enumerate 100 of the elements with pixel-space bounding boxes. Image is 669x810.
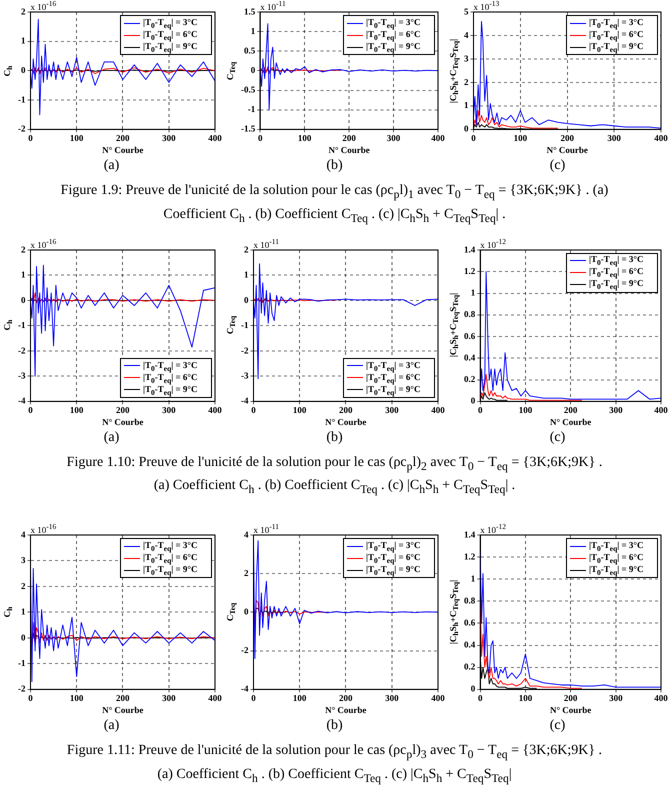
x-axis-title: N° Courbe xyxy=(550,705,592,716)
x-tick-label: 400 xyxy=(431,404,446,415)
y-tick-label: 0.4 xyxy=(464,352,476,362)
y-tick-label: 0 xyxy=(244,606,249,617)
legend-label: |T$_{0}$-T$_{eq}$| = 6°C xyxy=(366,28,420,42)
text: (b) xyxy=(325,718,344,734)
x-tick-label: 300 xyxy=(386,133,401,144)
x-tick-label: 200 xyxy=(116,133,130,144)
x-tick-label: 0 xyxy=(28,404,34,415)
y-tick-label: 0.6 xyxy=(464,330,476,340)
legend-label: |T$_{0}$-T$_{eq}$| = 3°C xyxy=(143,16,198,30)
y-tick-label: 1.5 xyxy=(244,6,256,16)
x-tick-label: 400 xyxy=(654,133,668,144)
text: (c) xyxy=(548,718,566,734)
legend-label: |T$_{0}$-T$_{eq}$| = 9°C xyxy=(143,384,198,396)
annotation: x 10$^{-11}$ xyxy=(260,0,286,12)
text: (a) Coefficient C$_{h}$ . (b) Coefficient C$_{Teq}$ . (c) |C$_{h}$S$_{h}$ + C$_{Teq}$S$_{Teq}$| . xyxy=(154,478,516,496)
y-tick-label: 3 xyxy=(464,53,469,64)
legend-label: |T$_{0}$-T$_{eq}$| = 9°C xyxy=(143,564,198,577)
y-tick-label: -3 xyxy=(240,370,249,380)
text: (c) xyxy=(548,158,566,174)
x-tick-label: 200 xyxy=(339,693,353,704)
x-tick-label: 100 xyxy=(518,693,533,704)
y-tick-label: 1.2 xyxy=(464,552,476,562)
y-tick-label: 0.4 xyxy=(464,640,476,650)
x-tick-label: 200 xyxy=(564,693,578,704)
text: x 10$^{-12}$ xyxy=(480,236,506,250)
y-tick-label: -2 xyxy=(18,344,26,355)
y-tick-label: 0.2 xyxy=(464,374,476,384)
x-tick-label: 0 xyxy=(28,133,34,144)
x-tick-label: 300 xyxy=(162,133,176,144)
x-tick-label: 100 xyxy=(70,404,84,415)
y-tick-label: -2 xyxy=(240,344,249,355)
legend-label: |T$_{0}$-T$_{eq}$| = 3°C xyxy=(589,16,644,30)
y-tick-label: -1 xyxy=(248,104,256,114)
annotation: x 10$^{-16}$ xyxy=(30,236,56,250)
x-tick-label: 200 xyxy=(116,404,130,415)
y-tick-label: 4 xyxy=(464,30,469,40)
x-tick-label: 0 xyxy=(478,404,483,415)
x-axis-title: N° Courbe xyxy=(546,144,588,155)
annotation: x 10$^{-16}$ xyxy=(30,0,56,12)
text: Figure 1.10: Preuve de l'unicité de la solution pour le cas (ρc$_{p}$l)$_{2}$ avec T$_{0}$ − T$_{eq}$ = {3K;6K;9K} . xyxy=(66,454,602,472)
y-tick-label: 4 xyxy=(20,530,26,540)
y-tick-label: 2 xyxy=(20,244,26,254)
y-tick-label: 2 xyxy=(20,6,26,16)
y-tick-label: 2 xyxy=(244,568,249,578)
y-tick-label: 0 xyxy=(244,294,249,304)
y-tick-label: 2 xyxy=(244,244,249,254)
x-tick-label: 300 xyxy=(385,404,400,415)
legend-label: |T$_{0}$-T$_{eq}$| = 9°C xyxy=(143,40,198,54)
x-tick-label: 300 xyxy=(609,404,624,415)
y-tick-label: -2 xyxy=(18,124,26,134)
x-tick-label: 0 xyxy=(258,133,263,144)
x-tick-label: 0 xyxy=(478,693,483,704)
annotation: x 10$^{-13}$ xyxy=(474,0,500,12)
text: (a) xyxy=(102,430,120,446)
y-tick-label: 4 xyxy=(244,530,249,540)
x-tick-label: 100 xyxy=(292,693,307,704)
y-tick-label: 1 xyxy=(244,269,249,280)
y-tick-label: -3 xyxy=(18,370,26,380)
x-tick-label: 400 xyxy=(431,693,446,704)
legend-label: |T$_{0}$-T$_{eq}$| = 6°C xyxy=(589,266,644,279)
x-axis-title: N° Courbe xyxy=(102,705,144,716)
annotation: x 10$^{-12}$ xyxy=(480,522,506,536)
y-tick-label: -4 xyxy=(240,395,249,406)
y-tick-label: 1 xyxy=(20,269,26,280)
legend-label: |T$_{0}$-T$_{eq}$| = 6°C xyxy=(143,28,198,42)
legend-label: |T$_{0}$-T$_{eq}$| = 9°C xyxy=(589,40,644,54)
y-tick-label: 0 xyxy=(470,395,476,406)
x-tick-label: 100 xyxy=(518,404,533,415)
y-tick-label: 1.4 xyxy=(464,244,476,254)
y-tick-label: 0 xyxy=(470,684,476,694)
x-tick-label: 200 xyxy=(339,404,353,415)
text: Coefficient C$_{h}$ . (b) Coefficient C$_{Teq}$ . (c) |C$_{h}$S$_{h}$ + C$_{Teq}$S$_{Teq}$| . xyxy=(163,206,506,225)
x-tick-label: 400 xyxy=(654,404,668,415)
y-tick-label: 1 xyxy=(20,606,26,617)
x-tick-label: 400 xyxy=(431,133,446,144)
annotation: x 10$^{-16}$ xyxy=(30,522,56,536)
legend-label: |T$_{0}$-T$_{eq}$| = 9°C xyxy=(366,564,420,577)
legend-label: |T$_{0}$-T$_{eq}$| = 3°C xyxy=(589,254,644,267)
y-tick-label: 0 xyxy=(20,632,26,642)
y-tick-label: 0 xyxy=(250,65,256,76)
x-tick-label: 200 xyxy=(564,404,578,415)
y-tick-label: -1.5 xyxy=(240,124,256,134)
x-axis-title: N° Courbe xyxy=(325,416,366,427)
x-tick-label: 400 xyxy=(208,404,222,415)
legend-label: |T$_{0}$-T$_{eq}$| = 9°C xyxy=(589,564,644,577)
y-tick-label: 1.2 xyxy=(464,266,476,276)
x-axis-title: N° Courbe xyxy=(550,416,592,427)
x-tick-label: 100 xyxy=(70,693,84,704)
y-tick-label: 0.5 xyxy=(244,45,256,56)
y-tick-label: 2 xyxy=(464,76,469,87)
text: (a) xyxy=(102,718,120,734)
legend-label: |T$_{0}$-T$_{eq}$| = 6°C xyxy=(589,28,644,42)
y-tick-label: 2 xyxy=(20,580,26,591)
x-tick-label: 100 xyxy=(298,133,312,144)
annotation: x 10$^{-11}$ xyxy=(253,522,279,536)
legend-label: |T$_{0}$-T$_{eq}$| = 6°C xyxy=(366,552,420,565)
x-tick-label: 200 xyxy=(342,133,356,144)
y-tick-label: -2 xyxy=(18,684,26,694)
